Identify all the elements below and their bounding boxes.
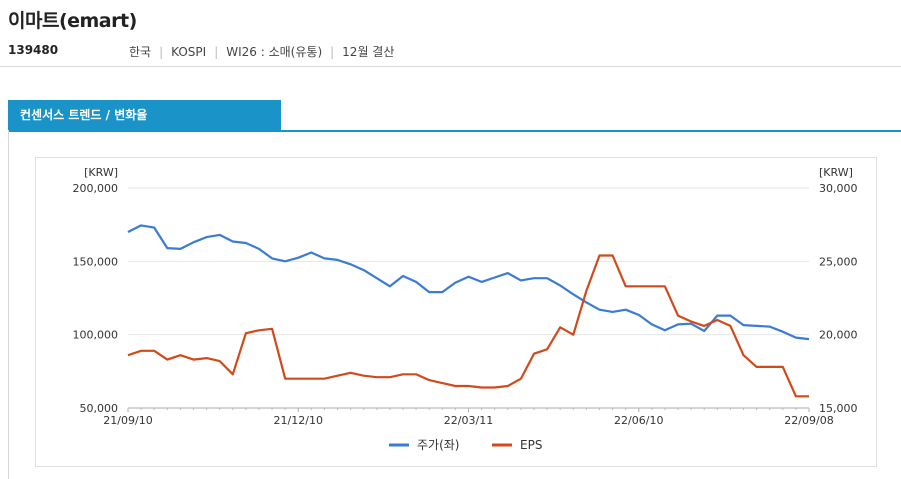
divider: | bbox=[330, 45, 335, 59]
x-tick-label: 22/06/10 bbox=[614, 414, 663, 427]
y-left-tick-label: 50,000 bbox=[80, 402, 119, 415]
y-right-tick-label: 20,000 bbox=[819, 329, 858, 342]
y-right-tick-label: 15,000 bbox=[819, 402, 858, 415]
panel-border bbox=[8, 130, 9, 479]
sector: WI26 : 소매(유통) bbox=[226, 45, 323, 59]
y-left-tick-label: 200,000 bbox=[73, 182, 119, 195]
x-tick-label: 21/09/10 bbox=[103, 414, 152, 427]
legend-label-price: 주가(좌) bbox=[417, 438, 459, 452]
consensus-chart: 200,000 150,000 100,000 50,000 30,000 25,000 2… bbox=[73, 166, 858, 452]
y-right-unit: [KRW] bbox=[819, 166, 853, 179]
market-index: KOSPI bbox=[171, 45, 207, 59]
y-right-tick-label: 30,000 bbox=[819, 182, 858, 195]
x-tick-label: 22/09/08 bbox=[784, 414, 833, 427]
chart-container: 200,000 150,000 100,000 50,000 30,000 25,000 2… bbox=[35, 157, 877, 467]
tab-bar: 컨센서스 트렌드 / 변화율 bbox=[8, 100, 901, 132]
legend-label-eps: EPS bbox=[520, 438, 542, 452]
y-left-tick-label: 100,000 bbox=[73, 329, 119, 342]
tab-consensus-trend[interactable]: 컨센서스 트렌드 / 변화율 bbox=[8, 100, 281, 130]
stock-code: 139480 bbox=[8, 43, 59, 57]
fiscal-month: 12월 결산 bbox=[342, 45, 395, 59]
market-country: 한국 bbox=[129, 45, 152, 59]
series-line-eps bbox=[127, 254, 809, 398]
page-title: 이마트(emart) bbox=[8, 10, 137, 32]
x-tick-label: 21/12/10 bbox=[274, 414, 323, 427]
stock-info-bar: 139480 한국 | KOSPI | WI26 : 소매(유통) | 12월 결산 bbox=[0, 40, 901, 67]
divider: | bbox=[214, 45, 219, 59]
stock-meta: 한국 | KOSPI | WI26 : 소매(유통) | 12월 결산 bbox=[129, 43, 394, 60]
divider: | bbox=[159, 45, 164, 59]
y-left-unit: [KRW] bbox=[84, 166, 118, 179]
x-tick-label: 22/03/11 bbox=[444, 414, 493, 427]
series-line-price bbox=[127, 224, 810, 341]
y-left-tick-label: 150,000 bbox=[73, 255, 119, 268]
y-right-tick-label: 25,000 bbox=[819, 255, 858, 268]
